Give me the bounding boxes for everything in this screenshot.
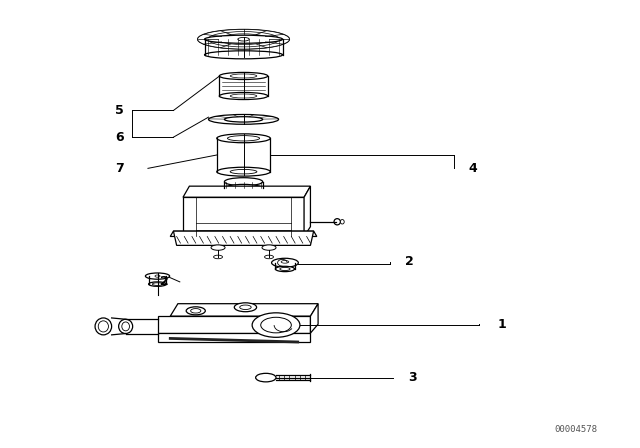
Ellipse shape bbox=[208, 32, 279, 47]
Text: 6: 6 bbox=[115, 131, 124, 144]
Ellipse shape bbox=[152, 283, 163, 285]
Ellipse shape bbox=[227, 136, 260, 141]
Ellipse shape bbox=[217, 134, 270, 143]
Ellipse shape bbox=[225, 185, 262, 192]
Ellipse shape bbox=[275, 266, 294, 271]
Ellipse shape bbox=[220, 92, 268, 99]
Ellipse shape bbox=[255, 373, 276, 382]
Ellipse shape bbox=[230, 74, 257, 78]
Ellipse shape bbox=[99, 321, 108, 332]
Ellipse shape bbox=[220, 73, 268, 80]
Polygon shape bbox=[170, 231, 317, 237]
Ellipse shape bbox=[240, 305, 251, 310]
Ellipse shape bbox=[95, 318, 111, 335]
Ellipse shape bbox=[191, 309, 201, 313]
Ellipse shape bbox=[230, 94, 257, 98]
Text: 00004578: 00004578 bbox=[554, 425, 597, 434]
Polygon shape bbox=[173, 231, 314, 246]
Ellipse shape bbox=[198, 30, 289, 49]
Ellipse shape bbox=[260, 317, 291, 333]
Polygon shape bbox=[310, 304, 318, 333]
Text: 4: 4 bbox=[468, 162, 477, 175]
Text: 3: 3 bbox=[408, 371, 417, 384]
Ellipse shape bbox=[209, 115, 278, 124]
Text: 7: 7 bbox=[115, 162, 124, 175]
Ellipse shape bbox=[281, 260, 289, 263]
Ellipse shape bbox=[225, 116, 262, 122]
Ellipse shape bbox=[280, 267, 290, 271]
Ellipse shape bbox=[230, 169, 257, 174]
Ellipse shape bbox=[186, 307, 205, 315]
Polygon shape bbox=[183, 197, 304, 237]
Ellipse shape bbox=[155, 275, 160, 277]
Polygon shape bbox=[157, 316, 310, 333]
Ellipse shape bbox=[271, 258, 298, 267]
Ellipse shape bbox=[205, 35, 282, 43]
Ellipse shape bbox=[264, 255, 273, 259]
Text: 2: 2 bbox=[159, 276, 168, 289]
Text: 5: 5 bbox=[115, 104, 124, 117]
Ellipse shape bbox=[145, 273, 170, 279]
Polygon shape bbox=[170, 304, 318, 316]
Ellipse shape bbox=[217, 167, 270, 176]
Ellipse shape bbox=[122, 322, 129, 331]
Polygon shape bbox=[157, 333, 310, 342]
Ellipse shape bbox=[262, 245, 276, 250]
Ellipse shape bbox=[238, 38, 249, 41]
Text: 1: 1 bbox=[497, 318, 506, 331]
Ellipse shape bbox=[211, 245, 225, 250]
Ellipse shape bbox=[118, 319, 132, 333]
Ellipse shape bbox=[205, 51, 282, 59]
Polygon shape bbox=[304, 186, 310, 237]
Ellipse shape bbox=[198, 30, 289, 49]
Ellipse shape bbox=[234, 303, 257, 312]
Polygon shape bbox=[183, 186, 310, 197]
Ellipse shape bbox=[148, 282, 166, 286]
Ellipse shape bbox=[214, 255, 223, 259]
Ellipse shape bbox=[218, 34, 269, 45]
Ellipse shape bbox=[340, 220, 344, 224]
Ellipse shape bbox=[252, 313, 300, 337]
Text: 2: 2 bbox=[405, 255, 413, 268]
Ellipse shape bbox=[225, 178, 262, 186]
Ellipse shape bbox=[334, 219, 340, 225]
